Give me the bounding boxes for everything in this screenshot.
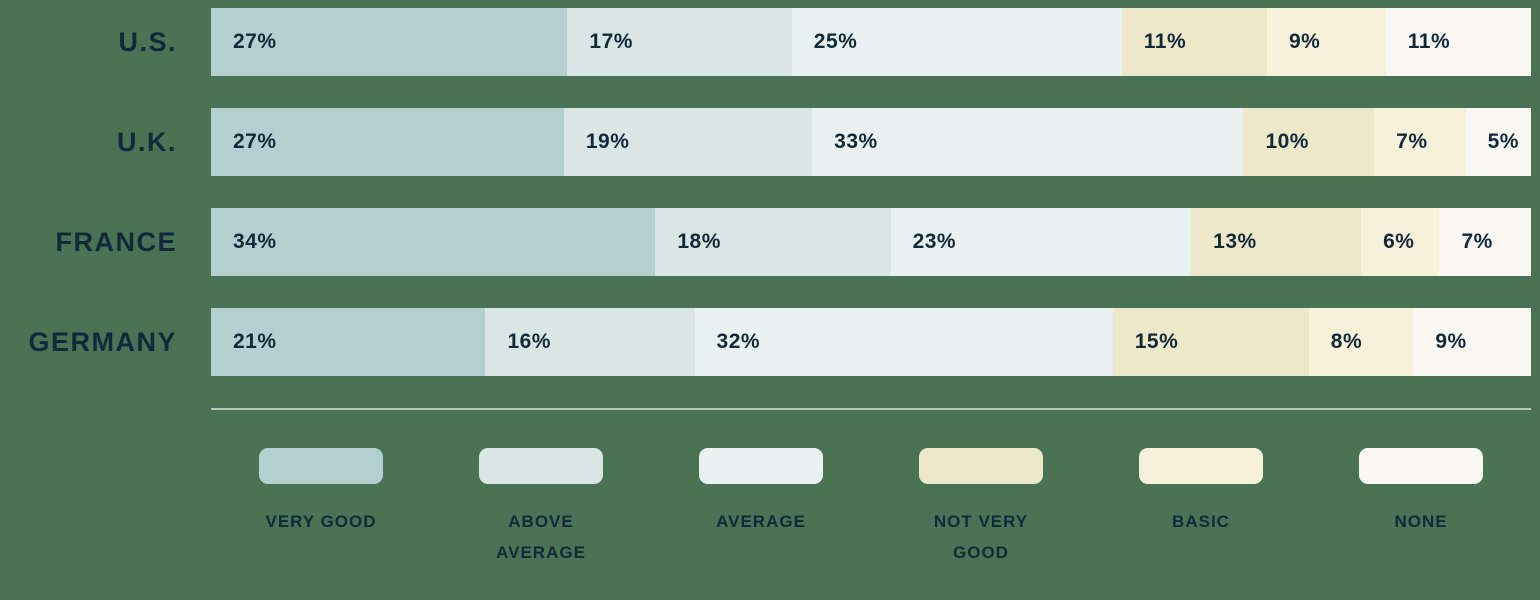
bar-segment: 6% bbox=[1361, 208, 1440, 276]
legend-label: VERY GOOD bbox=[265, 512, 377, 531]
segment-value: 33% bbox=[834, 130, 878, 153]
bar-segment: 8% bbox=[1308, 308, 1414, 376]
bar-segment: 15% bbox=[1112, 308, 1309, 376]
chart-row: FRANCE 34% 18% 23% 13% 6% 7% bbox=[0, 208, 1540, 276]
chart-row: U.S. 27% 17% 25% 11% 9% 11% bbox=[0, 8, 1540, 76]
segment-value: 10% bbox=[1265, 130, 1309, 153]
bar-segment: 25% bbox=[791, 8, 1122, 76]
legend-item: BASIC bbox=[1091, 448, 1311, 568]
segment-value: 7% bbox=[1396, 130, 1428, 153]
segment-value: 23% bbox=[912, 230, 957, 253]
segment-value: 9% bbox=[1288, 30, 1321, 53]
bar-segment: 32% bbox=[694, 308, 1113, 376]
country-label: U.S. bbox=[118, 26, 177, 57]
chart-rows: U.S. 27% 17% 25% 11% 9% 11% U.K. 27% 19% 33% 10% 7% 5… bbox=[0, 8, 1540, 376]
stacked-bar: 27% 19% 33% 10% 7% 5% bbox=[211, 108, 1531, 176]
legend-label: NOT VERY GOOD bbox=[933, 512, 1029, 562]
segment-value: 11% bbox=[1143, 30, 1187, 53]
bar-segment: 23% bbox=[890, 208, 1192, 276]
bar-segment: 34% bbox=[211, 208, 656, 276]
segment-value: 17% bbox=[589, 30, 633, 53]
legend-swatch bbox=[919, 448, 1043, 484]
stacked-bar-chart: U.S. 27% 17% 25% 11% 9% 11% U.K. 27% 19% 33% 10% 7% 5… bbox=[0, 8, 1540, 568]
segment-value: 15% bbox=[1134, 330, 1179, 353]
legend-item: VERY GOOD bbox=[211, 448, 431, 568]
country-label: U.K. bbox=[117, 126, 177, 157]
bar-segment: 21% bbox=[211, 308, 486, 376]
bar-segment: 9% bbox=[1266, 8, 1386, 76]
legend-swatch bbox=[259, 448, 383, 484]
segment-value: 32% bbox=[716, 330, 761, 353]
bar-segment: 13% bbox=[1191, 208, 1362, 276]
bar-segment: 17% bbox=[567, 8, 792, 76]
segment-value: 16% bbox=[507, 330, 551, 353]
bar-segment: 16% bbox=[485, 308, 695, 376]
stacked-bar: 21% 16% 32% 15% 8% 9% bbox=[211, 308, 1531, 376]
segment-value: 9% bbox=[1435, 330, 1467, 353]
legend-swatch bbox=[699, 448, 823, 484]
bar-segment: 27% bbox=[211, 108, 564, 176]
segment-value: 6% bbox=[1383, 230, 1415, 253]
bar-segment: 11% bbox=[1121, 8, 1267, 76]
stacked-bar: 34% 18% 23% 13% 6% 7% bbox=[211, 208, 1531, 276]
bar-segment: 9% bbox=[1413, 308, 1531, 376]
bar-segment: 7% bbox=[1439, 208, 1531, 276]
legend-label: BASIC bbox=[1172, 512, 1230, 531]
legend-item: ABOVE AVERAGE bbox=[431, 448, 651, 568]
segment-value: 13% bbox=[1213, 230, 1257, 253]
segment-value: 27% bbox=[233, 30, 277, 53]
segment-value: 27% bbox=[233, 130, 277, 153]
segment-value: 11% bbox=[1407, 30, 1451, 53]
bar-segment: 10% bbox=[1243, 108, 1375, 176]
chart-legend: VERY GOOD ABOVE AVERAGE AVERAGE NOT VERY GO… bbox=[211, 448, 1531, 568]
segment-value: 5% bbox=[1487, 130, 1519, 153]
bar-segment: 33% bbox=[812, 108, 1244, 176]
bar-segment: 7% bbox=[1374, 108, 1466, 176]
chart-row: GERMANY 21% 16% 32% 15% 8% 9% bbox=[0, 308, 1540, 376]
segment-value: 8% bbox=[1330, 330, 1363, 353]
segment-value: 7% bbox=[1461, 230, 1493, 253]
legend-item: NOT VERY GOOD bbox=[871, 448, 1091, 568]
bar-segment: 11% bbox=[1385, 8, 1531, 76]
bar-segment: 19% bbox=[563, 108, 813, 176]
bar-segment: 27% bbox=[211, 8, 568, 76]
segment-value: 34% bbox=[233, 230, 277, 253]
legend-swatch bbox=[1359, 448, 1483, 484]
legend-divider-line bbox=[211, 408, 1531, 410]
bar-segment: 18% bbox=[655, 208, 891, 276]
legend-label: NONE bbox=[1394, 512, 1448, 531]
stacked-bar: 27% 17% 25% 11% 9% 11% bbox=[211, 8, 1531, 76]
legend-item: NONE bbox=[1311, 448, 1531, 568]
bar-segment: 5% bbox=[1465, 108, 1531, 176]
segment-value: 25% bbox=[813, 30, 858, 53]
segment-value: 19% bbox=[585, 130, 630, 153]
legend-label: ABOVE AVERAGE bbox=[496, 512, 586, 562]
chart-row: U.K. 27% 19% 33% 10% 7% 5% bbox=[0, 108, 1540, 176]
segment-value: 21% bbox=[233, 330, 277, 353]
legend-label: AVERAGE bbox=[716, 512, 806, 531]
legend-item: AVERAGE bbox=[651, 448, 871, 568]
legend-swatch bbox=[1139, 448, 1263, 484]
segment-value: 18% bbox=[677, 230, 721, 253]
country-label: GERMANY bbox=[28, 326, 177, 357]
legend-swatch bbox=[479, 448, 603, 484]
country-label: FRANCE bbox=[55, 226, 177, 257]
